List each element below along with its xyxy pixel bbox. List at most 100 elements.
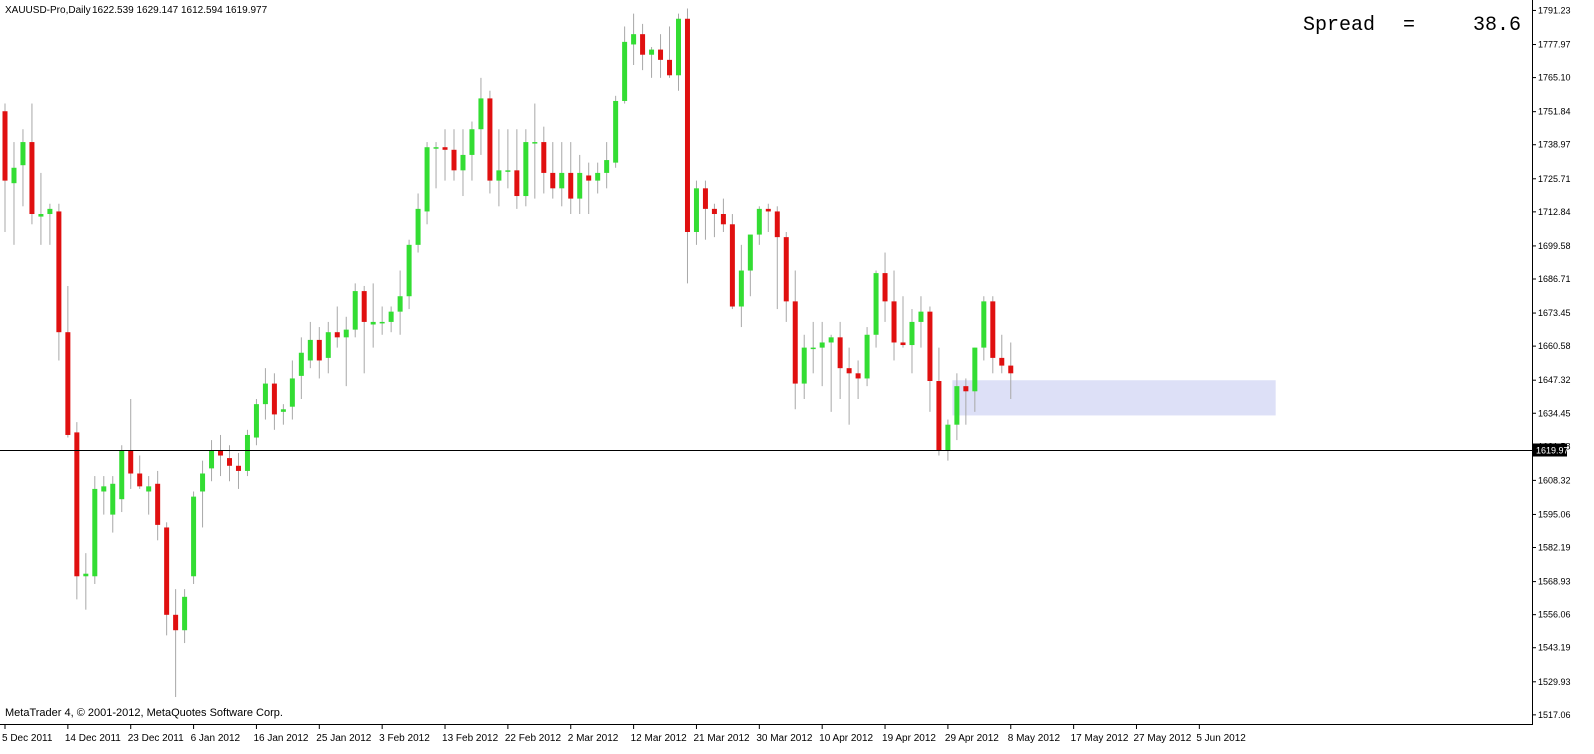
candle <box>173 589 179 698</box>
x-tick-label: 25 Jan 2012 <box>316 733 371 744</box>
candle <box>514 129 520 209</box>
candle-body <box>568 172 574 199</box>
candle <box>325 321 331 374</box>
candle <box>765 203 771 232</box>
x-tick-label: 8 May 2012 <box>1008 733 1061 744</box>
candle <box>370 283 376 348</box>
x-tick-label: 12 Mar 2012 <box>631 733 688 744</box>
candle-body <box>128 450 134 474</box>
candle <box>280 404 286 425</box>
candle-body <box>684 18 690 232</box>
candle-body <box>379 321 385 324</box>
candle <box>684 8 690 284</box>
candle-body <box>622 41 628 101</box>
candle-body <box>810 347 816 350</box>
candle <box>550 142 556 199</box>
y-tick-label: 1765.10 <box>1538 73 1571 83</box>
candle <box>837 321 843 399</box>
candle-body <box>388 311 394 322</box>
x-tick-label: 17 May 2012 <box>1071 733 1129 744</box>
candle <box>738 244 744 328</box>
candle-body <box>2 111 8 181</box>
candle-body <box>981 301 987 348</box>
y-tick-label: 1725.71 <box>1538 174 1571 184</box>
candle-body <box>649 49 655 55</box>
candle-body <box>209 450 215 469</box>
x-tick-label: 23 Dec 2011 <box>128 733 184 744</box>
candle-body <box>415 208 421 245</box>
candle <box>433 142 439 189</box>
candle-body <box>352 291 358 330</box>
candle-body <box>173 614 179 631</box>
candle <box>451 129 457 181</box>
candle <box>774 206 780 310</box>
candle-body <box>954 386 960 425</box>
y-tick-label: 1751.84 <box>1538 107 1571 117</box>
candle-body <box>747 234 753 271</box>
y-tick-label: 1660.58 <box>1538 341 1571 351</box>
candle-body <box>846 368 852 374</box>
candle-body <box>137 473 143 487</box>
candle-body <box>307 339 313 361</box>
candle <box>846 347 852 425</box>
x-tick-label: 13 Feb 2012 <box>442 733 499 744</box>
candle <box>918 296 924 348</box>
candle <box>693 180 699 245</box>
candle-body <box>577 172 583 199</box>
candle-body <box>325 332 331 358</box>
x-tick-label: 6 Jan 2012 <box>191 733 241 744</box>
candle-body <box>936 381 942 451</box>
candle-body <box>289 378 295 407</box>
candle-body <box>765 208 771 212</box>
x-tick-label: 19 Apr 2012 <box>882 733 936 744</box>
candle <box>676 13 681 91</box>
candle <box>388 306 394 333</box>
candle <box>559 142 565 207</box>
candle <box>909 309 915 374</box>
candle <box>900 296 906 348</box>
candle-body <box>343 329 349 338</box>
candle <box>954 373 960 441</box>
candle-body <box>801 347 807 384</box>
candle-body <box>92 488 98 577</box>
candle <box>146 476 152 515</box>
x-tick-label: 3 Feb 2012 <box>379 733 430 744</box>
candle-body <box>855 373 861 379</box>
candle-body <box>720 214 726 225</box>
candle <box>927 306 933 412</box>
candle <box>810 321 816 374</box>
candle <box>47 203 53 245</box>
y-tick-label: 1582.19 <box>1538 543 1571 553</box>
candle <box>828 334 834 412</box>
candle <box>101 476 107 515</box>
candle <box>83 553 89 610</box>
candle-body <box>20 142 26 166</box>
x-tick-label: 29 Apr 2012 <box>945 733 999 744</box>
candle-body <box>83 573 89 577</box>
x-tick-label: 22 Feb 2012 <box>505 733 562 744</box>
candle-body <box>262 383 268 405</box>
candle <box>1008 342 1014 399</box>
candle <box>586 162 592 215</box>
candle-body <box>11 167 17 184</box>
y-tick-label: 1673.45 <box>1538 308 1571 318</box>
candle-body <box>927 311 933 382</box>
candle <box>756 206 762 245</box>
candle <box>595 162 601 194</box>
candle-body <box>119 450 125 500</box>
candle-body <box>711 208 717 215</box>
candle <box>361 285 367 374</box>
x-tick-label: 27 May 2012 <box>1133 733 1191 744</box>
candle <box>882 252 888 322</box>
candle <box>29 103 35 225</box>
candle-body <box>702 188 708 209</box>
x-tick-label: 10 Apr 2012 <box>819 733 873 744</box>
candle <box>137 455 143 489</box>
candle <box>577 154 583 215</box>
candle <box>110 476 116 533</box>
candle <box>235 452 241 489</box>
candle <box>972 347 978 412</box>
current-price-label: 1619.97 <box>1536 446 1569 456</box>
candle-body <box>235 465 241 471</box>
